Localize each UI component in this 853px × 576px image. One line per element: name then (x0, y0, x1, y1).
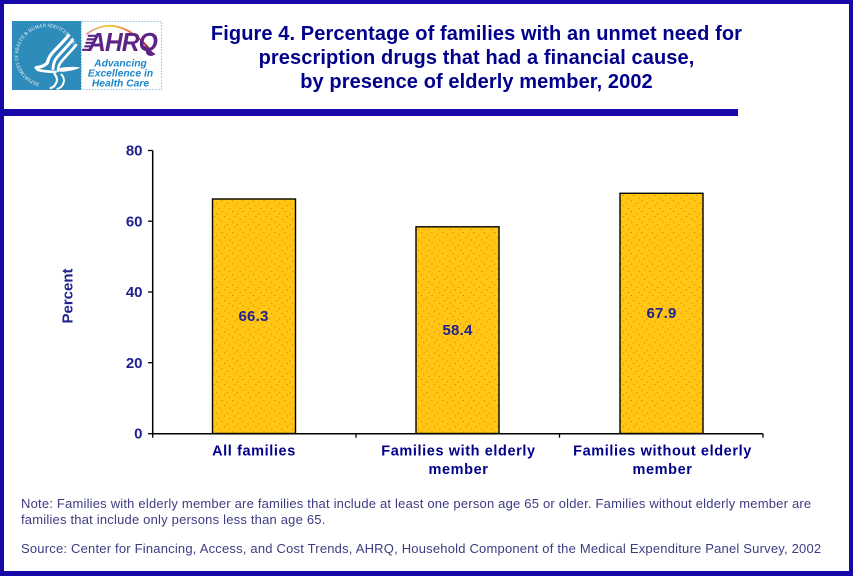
svg-text:40: 40 (126, 284, 143, 301)
svg-text:80: 80 (126, 143, 143, 160)
svg-text:member: member (428, 462, 488, 478)
svg-text:Health Care: Health Care (92, 79, 149, 90)
svg-text:60: 60 (126, 213, 143, 230)
svg-text:Advancing: Advancing (93, 59, 147, 70)
svg-text:All families: All families (212, 444, 296, 460)
svg-text:66.3: 66.3 (239, 308, 269, 325)
svg-text:0: 0 (134, 426, 142, 443)
svg-text:58.4: 58.4 (443, 322, 473, 339)
svg-text:member: member (632, 462, 692, 478)
svg-text:20: 20 (126, 355, 143, 372)
svg-text:Families without elderly: Families without elderly (573, 444, 752, 460)
svg-text:67.9: 67.9 (647, 305, 677, 322)
svg-text:Excellence in: Excellence in (88, 69, 153, 80)
svg-text:Families with elderly: Families with elderly (381, 444, 535, 460)
svg-text:Percent: Percent (60, 268, 77, 323)
svg-text:AHRQ: AHRQ (87, 28, 158, 57)
